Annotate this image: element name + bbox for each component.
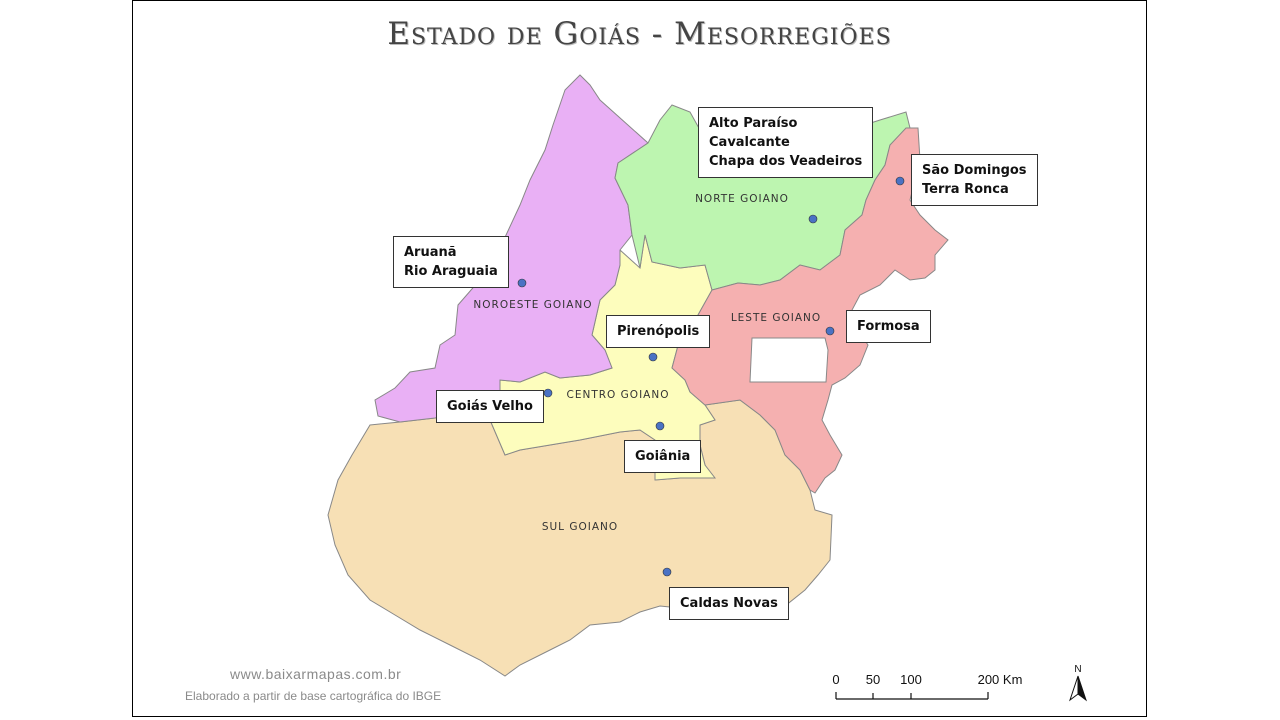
callout-line: Caldas Novas <box>680 596 778 611</box>
distrito-federal <box>749 337 829 383</box>
scale-tick-50: 50 <box>866 672 880 687</box>
callout-pirenopolis: Pirenópolis <box>606 315 711 348</box>
label-sul-goiano: SUL GOIANO <box>542 521 618 533</box>
callout-line: Rio Araguaia <box>404 264 498 279</box>
callout-line: Formosa <box>857 319 920 334</box>
callout-line: Chapa dos Veadeiros <box>709 154 863 169</box>
point-aruana <box>517 278 527 288</box>
label-noroeste-goiano: NOROESTE GOIANO <box>473 299 592 311</box>
point-goiania <box>655 421 665 431</box>
callout-line: Goiânia <box>635 449 691 464</box>
north-label: N <box>1074 664 1081 675</box>
point-goias-velho <box>543 388 553 398</box>
north-arrow-icon: N <box>1069 664 1087 702</box>
map-title: Estado de Goiás - Mesorregiões <box>387 16 892 52</box>
label-centro-goiano: CENTRO GOIANO <box>567 389 670 401</box>
callout-line: Terra Ronca <box>922 182 1009 197</box>
point-alto-paraiso <box>808 214 818 224</box>
region-sul-goiano <box>327 399 833 677</box>
point-sao-domingos <box>895 176 905 186</box>
scale-bar: 0 50 100 200 Km <box>832 672 1023 700</box>
point-caldas-novas <box>662 567 672 577</box>
callout-line: Cavalcante <box>709 135 790 150</box>
callout-line: Pirenópolis <box>617 324 700 339</box>
label-leste-goiano: LESTE GOIANO <box>731 312 821 324</box>
callout-alto-paraiso: Alto Paraíso Cavalcante Chapa dos Veadei… <box>698 107 874 178</box>
callout-goias-velho: Goiás Velho <box>436 390 544 423</box>
callout-aruana: Aruanã Rio Araguaia <box>393 236 509 288</box>
callout-line: Goiás Velho <box>447 399 533 414</box>
callout-formosa: Formosa <box>846 310 931 343</box>
point-pirenopolis <box>648 352 658 362</box>
label-norte-goiano: NORTE GOIANO <box>695 193 789 205</box>
source-credit: Elaborado a partir de base cartográfica … <box>185 689 442 703</box>
callout-line: Alto Paraíso <box>709 116 798 131</box>
scale-tick-200: 200 Km <box>978 672 1023 687</box>
callout-sao-domingos: São Domingos Terra Ronca <box>911 154 1038 206</box>
point-formosa <box>825 326 835 336</box>
callout-line: São Domingos <box>922 163 1027 178</box>
source-website: www.baixarmapas.com.br <box>230 666 402 682</box>
callout-line: Aruanã <box>404 245 457 260</box>
scale-tick-0: 0 <box>832 672 839 687</box>
callout-goiania: Goiânia <box>624 440 702 473</box>
callout-caldas-novas: Caldas Novas <box>669 587 789 620</box>
scale-tick-100: 100 <box>900 672 922 687</box>
region-leste-goiano <box>671 127 949 494</box>
